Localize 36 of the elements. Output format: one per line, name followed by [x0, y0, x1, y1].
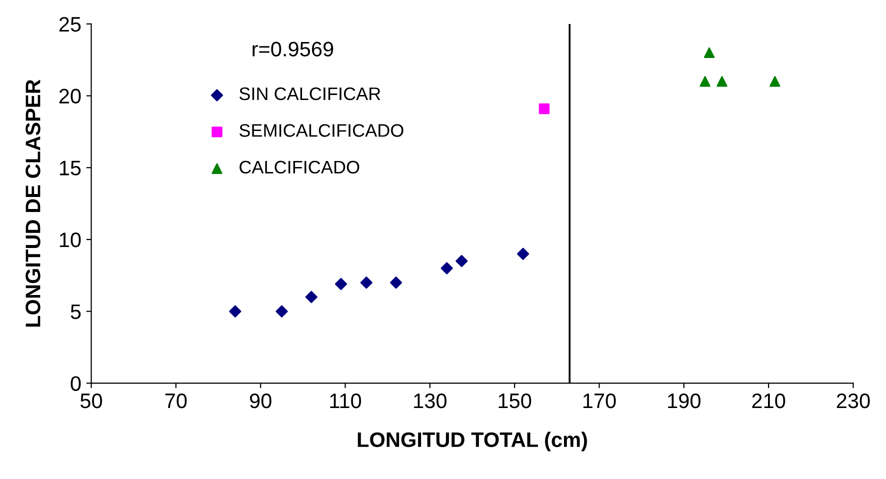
y-tick-label: 10: [60, 232, 81, 248]
y-tick-label: 25: [59, 16, 81, 32]
point: [305, 290, 318, 304]
point: [704, 47, 715, 58]
point: [360, 276, 372, 289]
y-tick-label: 20: [59, 88, 81, 104]
legend-label: SEMICALCIFICADO: [239, 124, 404, 137]
x-axis-title: LONGITUD TOTAL (cm): [358, 432, 587, 452]
x-tick-label: 230: [836, 393, 870, 408]
y-tick-label: 15: [60, 160, 81, 176]
point: [456, 254, 468, 268]
x-tick-label: 210: [752, 393, 786, 408]
legend-label: SIN CALCIFICAR: [239, 87, 380, 100]
x-tick-label: 90: [250, 393, 272, 408]
x-tick-label: 150: [498, 393, 532, 408]
point: [390, 276, 402, 289]
point: [276, 305, 288, 318]
y-axis-title: LONGITUD DE CLASPER: [26, 80, 40, 327]
point: [516, 248, 530, 260]
x-tick-label: 190: [668, 393, 700, 408]
y-tick-label: 0: [70, 376, 81, 391]
point: [538, 103, 550, 114]
point: [700, 76, 710, 87]
x-tick-label: 170: [583, 393, 616, 408]
point: [334, 278, 348, 290]
x-tick-label: 110: [330, 393, 362, 408]
x-tick-label: 70: [165, 393, 187, 408]
legend-label: CALCIFICADO: [240, 160, 360, 174]
x-tick-label: 130: [414, 393, 446, 408]
annotation: r=0.9569: [252, 42, 334, 56]
x-tick-label: 50: [80, 393, 102, 408]
point: [716, 76, 728, 87]
point: [229, 305, 242, 318]
point: [440, 262, 453, 274]
point: [770, 76, 780, 87]
y-tick-label: 5: [70, 304, 81, 320]
